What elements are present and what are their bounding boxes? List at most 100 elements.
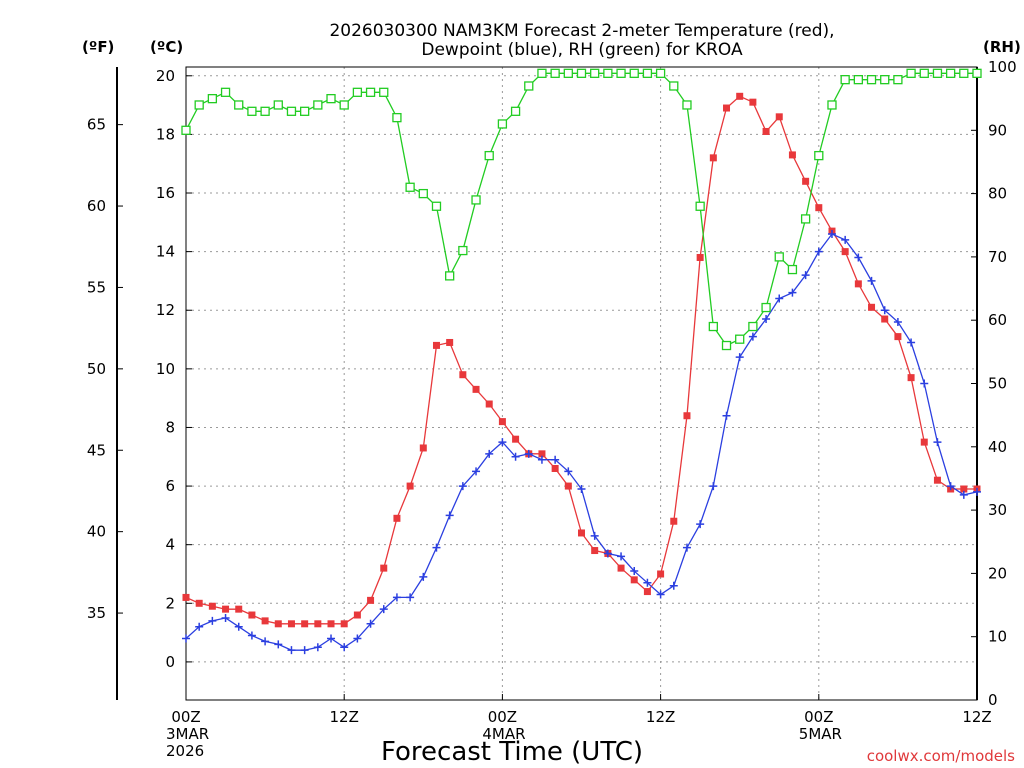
rh-point bbox=[445, 271, 455, 281]
x-axis-label: Forecast Time (UTC) bbox=[381, 737, 643, 767]
dewpoint-point bbox=[511, 452, 520, 461]
rh-point bbox=[273, 100, 283, 110]
dewpoint-point bbox=[419, 572, 428, 581]
temperature-point bbox=[933, 476, 941, 484]
dewpoint-point bbox=[221, 613, 230, 622]
temperature-point bbox=[512, 435, 520, 443]
rh-point bbox=[748, 321, 758, 332]
temperature-point bbox=[182, 593, 190, 601]
temperature-point bbox=[696, 253, 704, 261]
rh-tick-label: 20 bbox=[988, 564, 1007, 582]
rh-point bbox=[431, 201, 442, 211]
dewpoint-point bbox=[735, 353, 744, 362]
dewpoint-point bbox=[907, 338, 916, 347]
dewpoint-point bbox=[722, 411, 731, 420]
rh-point bbox=[247, 106, 257, 116]
chart-title: 2026030300 NAM3KM Forecast 2-meter Tempe… bbox=[329, 21, 834, 41]
temperature-point bbox=[432, 341, 440, 349]
rh-point bbox=[853, 75, 863, 85]
rh-point bbox=[919, 68, 929, 78]
rh-tick-label: 0 bbox=[988, 691, 998, 709]
axes: 0 2 4 6 8 10 12 14 16 18 20 35 40 45 50 55 60 65 0 10 20 30 40… bbox=[87, 58, 1017, 760]
celsius-tick-label: 0 bbox=[165, 653, 175, 671]
temperature-point bbox=[815, 204, 823, 212]
dewpoint-point bbox=[788, 288, 797, 297]
rh-tick-label: 40 bbox=[988, 438, 1007, 456]
rh-point bbox=[313, 100, 323, 110]
x-tick-label: 12Z bbox=[330, 708, 359, 726]
temperature-point bbox=[235, 605, 243, 613]
celsius-tick-label: 6 bbox=[165, 477, 175, 495]
dewpoint-point bbox=[709, 482, 718, 491]
temperature-point bbox=[960, 485, 968, 493]
dewpoint-line bbox=[185, 233, 978, 651]
temperature-point bbox=[775, 113, 783, 121]
temperature-point bbox=[617, 564, 625, 572]
dewpoint-point bbox=[854, 253, 863, 262]
dewpoint-point bbox=[551, 455, 560, 464]
celsius-tick-label: 10 bbox=[156, 360, 175, 378]
temperature-point bbox=[406, 482, 414, 490]
temperature-point bbox=[736, 92, 744, 100]
dewpoint-point bbox=[445, 511, 454, 520]
temperature-point bbox=[301, 620, 309, 628]
temperature-point bbox=[841, 248, 849, 256]
dewpoint-point bbox=[959, 490, 968, 499]
dewpoint-point bbox=[867, 276, 876, 285]
dewpoint-point bbox=[973, 487, 981, 496]
rh-point bbox=[629, 68, 639, 78]
rh-point bbox=[800, 214, 811, 224]
dewpoint-point bbox=[564, 467, 573, 476]
x-tick-label: 5MAR bbox=[799, 725, 842, 743]
celsius-tick-label: 20 bbox=[156, 67, 175, 85]
rh-point bbox=[194, 100, 204, 110]
rh-unit-label: (RH) bbox=[983, 38, 1021, 56]
rh-point bbox=[735, 334, 745, 344]
dewpoint-point bbox=[893, 317, 902, 326]
dewpoint-point bbox=[880, 306, 889, 315]
rh-tick-label: 50 bbox=[988, 375, 1007, 393]
rh-point bbox=[207, 94, 218, 104]
rh-tick-label: 100 bbox=[988, 58, 1017, 76]
dewpoint-point bbox=[814, 247, 823, 256]
dewpoint-point bbox=[327, 634, 336, 643]
rh-point bbox=[181, 125, 191, 135]
temperature-point bbox=[868, 303, 876, 311]
rh-point bbox=[616, 68, 626, 78]
x-tick-label: 4MAR bbox=[482, 725, 525, 743]
dewpoint-point bbox=[458, 482, 467, 491]
rh-point bbox=[563, 68, 573, 78]
rh-point bbox=[774, 252, 784, 262]
dewpoint-point bbox=[801, 271, 810, 280]
temperature-point bbox=[709, 154, 717, 162]
chart-subtitle: Dewpoint (blue), RH (green) for KROA bbox=[421, 40, 743, 60]
dewpoint-point bbox=[182, 634, 190, 643]
rh-point bbox=[590, 68, 600, 78]
x-tick-label: 12Z bbox=[646, 708, 675, 726]
rh-point bbox=[576, 68, 587, 78]
dewpoint-point bbox=[748, 332, 757, 341]
dewpoint-point bbox=[524, 449, 533, 458]
temperature-point bbox=[881, 315, 889, 323]
rh-point bbox=[458, 245, 468, 256]
rh-point bbox=[932, 68, 943, 78]
rh-point bbox=[682, 100, 692, 110]
dewpoint-point bbox=[682, 543, 691, 552]
rh-point bbox=[866, 75, 877, 85]
dewpoint-point bbox=[247, 631, 256, 640]
dewpoint-point bbox=[472, 467, 481, 476]
rh-point bbox=[537, 68, 547, 78]
dewpoint-point bbox=[696, 520, 705, 529]
rh-point bbox=[484, 150, 494, 161]
x-tick-label: 00Z bbox=[804, 708, 833, 726]
temperature-point bbox=[274, 620, 282, 628]
rh-point bbox=[945, 68, 956, 78]
temperature-point bbox=[208, 602, 216, 610]
temperature-point bbox=[643, 588, 651, 596]
dewpoint-point bbox=[353, 634, 362, 643]
rh-point bbox=[339, 100, 349, 110]
temperature-point bbox=[498, 418, 506, 426]
temperature-point bbox=[419, 444, 427, 452]
celsius-tick-label: 2 bbox=[165, 594, 175, 612]
rh-point bbox=[669, 81, 679, 91]
